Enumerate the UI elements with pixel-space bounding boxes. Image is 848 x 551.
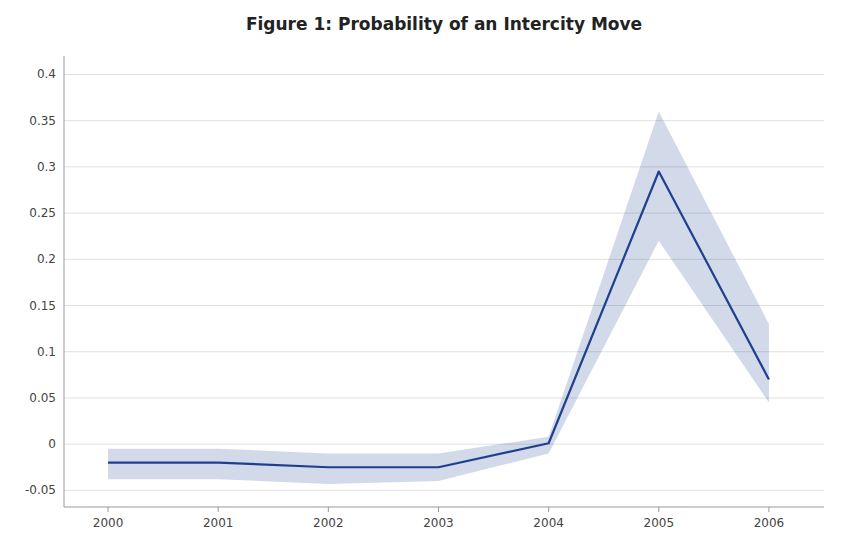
y-grid: [64, 74, 824, 490]
grid-line: [64, 74, 824, 75]
x-tick: [768, 507, 769, 512]
y-tick-label: 0: [48, 437, 56, 451]
chart-svg: Figure 1: Probability of an Intercity Mo…: [0, 0, 848, 551]
grid-line: [64, 166, 824, 167]
x-tick: [108, 507, 109, 512]
y-tick-label: 0.35: [29, 114, 56, 128]
title: Figure 1: Probability of an Intercity Mo…: [246, 14, 642, 34]
x-tick-label: 2000: [93, 516, 124, 530]
grid-line: [64, 397, 824, 398]
y-tick-label: 0.2: [37, 252, 56, 266]
data-group: [108, 111, 769, 483]
x-tick-label: 2001: [203, 516, 234, 530]
x-tick: [658, 507, 659, 512]
y-tick-label: 0.05: [29, 391, 56, 405]
y-tick-label: -0.05: [25, 483, 56, 497]
grid-line: [64, 351, 824, 352]
y-tick-label: 0.3: [37, 160, 56, 174]
y-tick-label: 0.1: [37, 345, 56, 359]
grid-line: [64, 120, 824, 121]
x-tick-label: 2004: [533, 516, 564, 530]
grid-line: [64, 490, 824, 491]
y-tick-label: 0.15: [29, 299, 56, 313]
y-tick-label: 0.25: [29, 206, 56, 220]
x-tick: [328, 507, 329, 512]
x-tick-label: 2006: [754, 516, 785, 530]
x-tick-label: 2002: [313, 516, 344, 530]
x-tick-label: 2003: [423, 516, 454, 530]
x-tick: [218, 507, 219, 512]
x-tick-label: 2005: [644, 516, 675, 530]
chart-container: Figure 1: Probability of an Intercity Mo…: [0, 0, 848, 551]
grid-line: [64, 444, 824, 445]
x-tick: [548, 507, 549, 512]
y-tick-label: 0.4: [37, 67, 56, 81]
x-axis-line: [64, 507, 824, 508]
confidence-band: [108, 111, 769, 483]
y-axis-line: [64, 56, 65, 507]
x-tick: [438, 507, 439, 512]
line: [108, 172, 769, 468]
